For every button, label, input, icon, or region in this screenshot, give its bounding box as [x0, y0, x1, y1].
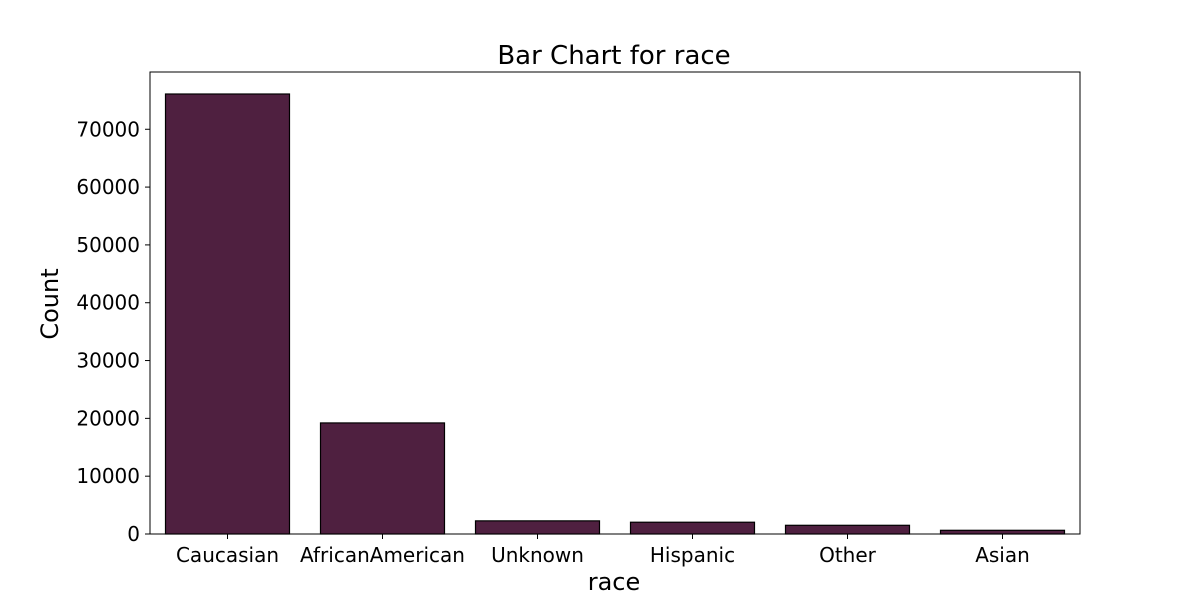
x-axis-ticks: Caucasian AfricanAmerican Unknown Hispanic O…	[176, 534, 1030, 567]
x-tick-label: Unknown	[491, 543, 584, 567]
chart-title: Bar Chart for race	[497, 41, 730, 71]
y-tick-label: 0	[127, 522, 140, 546]
bars-group	[164, 93, 1066, 535]
y-tick-label: 60000	[76, 175, 140, 199]
y-tick-label: 20000	[76, 406, 140, 430]
x-axis-label: race	[588, 568, 641, 596]
x-tick-label: Hispanic	[650, 543, 735, 567]
plot-frame	[149, 71, 1081, 535]
bar-caucasian	[164, 93, 291, 535]
y-tick-label: 40000	[76, 291, 140, 315]
x-tick-label: Asian	[975, 543, 1030, 567]
bar-africanamerican	[319, 422, 446, 535]
x-tick-label: AfricanAmerican	[300, 543, 465, 567]
bar-other	[784, 524, 911, 535]
bar-hispanic	[629, 521, 756, 535]
y-tick-label: 10000	[76, 464, 140, 488]
bar-unknown	[474, 520, 601, 535]
y-axis-ticks: 0 10000 20000 30000 40000 50000 60000 70000	[76, 117, 150, 546]
y-tick-label: 30000	[76, 349, 140, 373]
x-tick-label: Other	[819, 543, 877, 567]
bar-asian	[939, 529, 1066, 535]
y-axis-label: Count	[36, 268, 64, 339]
x-tick-label: Caucasian	[176, 543, 279, 567]
y-tick-label: 70000	[76, 117, 140, 141]
y-tick-label: 50000	[76, 233, 140, 257]
